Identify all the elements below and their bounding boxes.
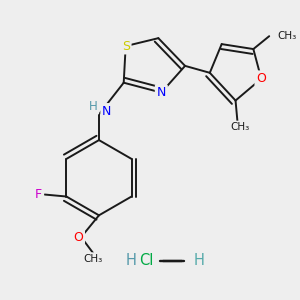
Text: CH₃: CH₃ (83, 254, 103, 264)
Text: Cl: Cl (139, 253, 154, 268)
Text: S: S (122, 40, 130, 52)
Text: O: O (256, 72, 266, 85)
Text: H: H (125, 253, 136, 268)
Text: O: O (73, 231, 83, 244)
Text: CH₃: CH₃ (277, 31, 296, 41)
Text: N: N (157, 86, 166, 99)
Text: F: F (35, 188, 42, 201)
Text: H: H (194, 253, 204, 268)
Text: CH₃: CH₃ (231, 122, 250, 132)
Text: H: H (89, 100, 98, 113)
Text: N: N (102, 105, 112, 118)
